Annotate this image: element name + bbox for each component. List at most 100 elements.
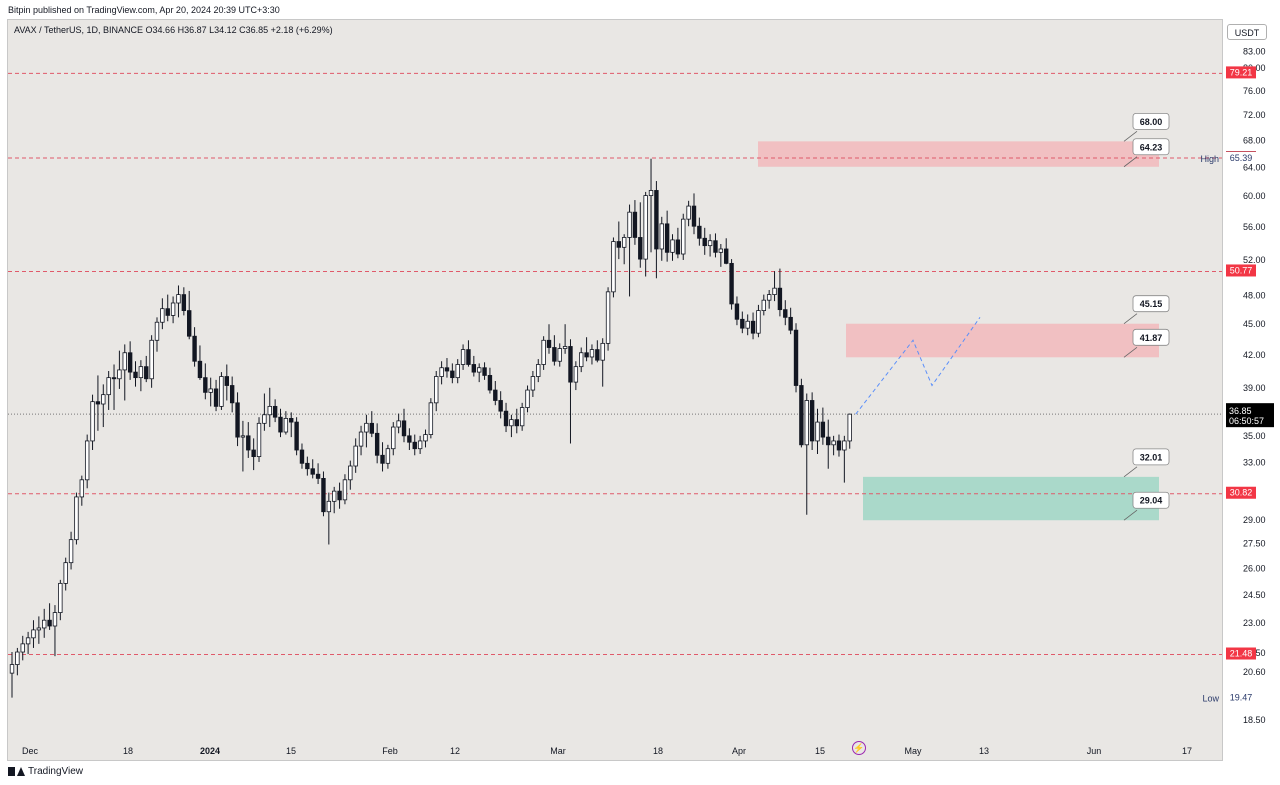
candle	[401, 408, 407, 443]
callout-box	[1132, 448, 1170, 466]
countdown-label: 06:50:57	[1229, 416, 1264, 426]
price-tick-label: 72.00	[1243, 110, 1266, 120]
candle	[68, 531, 74, 570]
candle	[122, 344, 127, 401]
candle	[777, 268, 783, 317]
candle	[541, 336, 546, 370]
candle-body	[331, 490, 337, 502]
candle-body	[450, 370, 455, 379]
candle	[224, 364, 229, 401]
candle	[9, 652, 15, 698]
candle-body	[664, 223, 670, 253]
candle	[761, 294, 766, 316]
candle-body	[294, 421, 299, 451]
candle	[176, 285, 181, 318]
candle-body	[434, 376, 439, 404]
candle-body	[203, 377, 208, 393]
candle-body	[310, 468, 315, 475]
time-tick-label: May	[904, 746, 922, 756]
candle	[310, 459, 315, 479]
candle-body	[197, 360, 203, 379]
candle-body	[589, 349, 595, 358]
candle-body	[503, 410, 509, 427]
candle	[740, 311, 745, 334]
currency-selector[interactable]: USDT	[1227, 24, 1267, 40]
candle-body	[460, 349, 466, 365]
callout-label: 32.01	[1140, 452, 1163, 462]
candle	[788, 307, 793, 335]
candle-body	[262, 414, 267, 424]
candle	[213, 379, 219, 412]
candle	[240, 420, 246, 472]
candle	[90, 394, 95, 451]
candle	[267, 387, 272, 428]
candle-body	[616, 241, 622, 248]
callout-pointer	[1123, 156, 1138, 168]
candle	[621, 234, 627, 265]
candle-body	[283, 418, 289, 433]
candle-body	[562, 346, 568, 349]
candle	[702, 227, 707, 255]
callout-label: 64.23	[1140, 142, 1163, 152]
candle-body	[702, 237, 707, 247]
candle-body	[106, 377, 111, 396]
candle	[487, 367, 493, 394]
candle-body	[154, 321, 160, 341]
price-tick-label: 35.00	[1243, 431, 1266, 441]
candle	[434, 371, 439, 412]
candle	[600, 338, 605, 387]
candle-body	[659, 223, 664, 250]
callout-box	[1132, 328, 1170, 346]
candle-body	[84, 440, 90, 481]
level-badge-label: 79.21	[1230, 67, 1253, 77]
candle-body	[627, 211, 632, 238]
candle	[36, 616, 42, 644]
lightning-icon[interactable]: ⚡	[852, 741, 866, 755]
price-scale[interactable]: 83.0080.0076.0072.0068.0064.0060.0056.00…	[1223, 19, 1280, 761]
chart-pane[interactable]: 68.00 64.23 45.15 41.87 32.01 29.04 High Low AV…	[7, 19, 1223, 761]
candle	[670, 234, 675, 261]
candle-body	[25, 637, 31, 645]
candle	[321, 471, 326, 517]
candle-body	[761, 299, 766, 311]
candle	[369, 411, 374, 438]
candle-body	[42, 619, 47, 629]
callout-box	[1132, 138, 1170, 156]
high-value-label: 65.39	[1230, 153, 1253, 163]
candle	[842, 435, 847, 483]
candle	[589, 344, 595, 365]
price-tick-label: 76.00	[1243, 86, 1266, 96]
candle	[246, 422, 251, 458]
time-scale[interactable]: Dec 18 2024 15 Feb 12 Mar 18 Apr 15 May 13 Jun 17	[7, 741, 1223, 761]
candle	[149, 335, 154, 388]
candle-body	[380, 454, 385, 464]
candle	[181, 287, 187, 316]
candle	[160, 298, 165, 330]
price-scale-labels: 83.0080.0076.0072.0068.0064.0060.0056.00…	[1226, 47, 1274, 725]
candle-body	[836, 440, 842, 451]
candle-body	[256, 422, 262, 458]
candle	[154, 317, 160, 352]
price-tick-label: 26.00	[1243, 563, 1266, 573]
candle-body	[68, 539, 74, 564]
candle	[476, 363, 482, 383]
candle	[374, 423, 380, 464]
chart-plot[interactable]: 68.00 64.23 45.15 41.87 32.01 29.04 High Low	[8, 20, 1223, 761]
candle	[331, 486, 337, 514]
candle-body	[79, 479, 85, 498]
candle	[632, 200, 638, 245]
price-tick-label: 20.60	[1243, 667, 1266, 677]
candle	[84, 434, 90, 489]
candle	[686, 200, 691, 227]
candle-body	[686, 205, 691, 220]
candle-body	[15, 651, 20, 665]
candle-body	[568, 346, 573, 383]
candle-body	[208, 388, 213, 393]
level-badge-label: 30.82	[1230, 488, 1253, 498]
candle-body	[815, 421, 820, 442]
candle-body	[401, 420, 407, 437]
candle	[638, 202, 643, 268]
candle-body	[229, 385, 235, 404]
price-tick-label: 33.00	[1243, 457, 1266, 467]
price-tick-label: 60.00	[1243, 191, 1266, 201]
